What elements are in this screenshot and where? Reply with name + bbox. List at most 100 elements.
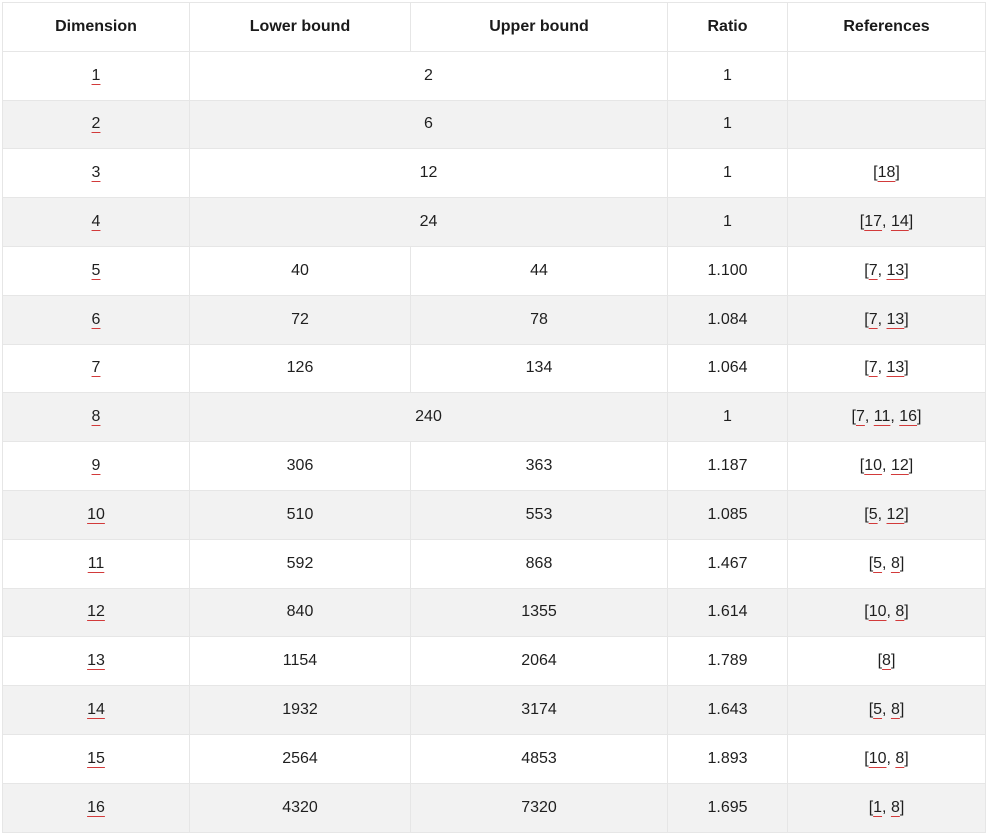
reference-link[interactable]: 18 xyxy=(877,164,896,182)
reference-link[interactable]: 7 xyxy=(868,261,878,279)
bracket-close: ] xyxy=(904,261,909,279)
dimension-link[interactable]: 2 xyxy=(91,115,101,133)
lower-bound-cell: 510 xyxy=(189,489,411,540)
references-cell: [7, 13] xyxy=(787,245,986,296)
dimension-link[interactable]: 11 xyxy=(87,554,105,572)
table-row: 15 2564 4853 1.893 [10, 8] xyxy=(2,733,986,784)
header-ratio: Ratio xyxy=(667,2,788,52)
table-body: 1 2 1 2 6 1 3 12 1 [18] 4 24 1 [17, 14] 5 40 44 1.100 [7, … xyxy=(2,50,986,833)
dimension-cell: 13 xyxy=(2,636,190,687)
bracket-open: [ xyxy=(868,798,874,816)
ratio-cell: 1.789 xyxy=(667,636,788,687)
header-references: References xyxy=(787,2,986,52)
reference-separator: , xyxy=(886,749,896,767)
header-upper-bound: Upper bound xyxy=(410,2,668,52)
references-cell: [1, 8] xyxy=(787,782,986,833)
reference-link[interactable]: 12 xyxy=(890,457,909,475)
reference-link[interactable]: 13 xyxy=(886,359,905,377)
dimension-cell: 8 xyxy=(2,392,190,443)
reference-link[interactable]: 14 xyxy=(890,213,909,231)
reference-link[interactable]: 5 xyxy=(873,554,883,572)
reference-link[interactable]: 7 xyxy=(868,310,878,328)
dimension-link[interactable]: 10 xyxy=(87,505,105,523)
reference-separator: , xyxy=(886,603,896,621)
dimension-cell: 6 xyxy=(2,294,190,345)
dimension-link[interactable]: 1 xyxy=(91,66,101,84)
dimension-link[interactable]: 14 xyxy=(87,701,105,719)
ratio-cell: 1.084 xyxy=(667,294,788,345)
reference-link[interactable]: 10 xyxy=(868,603,887,621)
dimension-cell: 3 xyxy=(2,148,190,199)
ratio-cell: 1.695 xyxy=(667,782,788,833)
reference-link[interactable]: 16 xyxy=(899,408,918,426)
dimension-cell: 10 xyxy=(2,489,190,540)
bracket-open: [ xyxy=(873,164,878,182)
table-row: 5 40 44 1.100 [7, 13] xyxy=(2,245,986,296)
reference-link[interactable]: 13 xyxy=(886,261,905,279)
references-cell: [7, 13] xyxy=(787,294,986,345)
reference-link[interactable]: 8 xyxy=(890,798,900,816)
reference-link[interactable]: 17 xyxy=(864,213,883,231)
reference-link[interactable]: 8 xyxy=(890,554,900,572)
ratio-cell: 1.467 xyxy=(667,538,788,589)
reference-link[interactable]: 7 xyxy=(855,408,865,426)
bracket-close: ] xyxy=(904,749,909,767)
reference-link[interactable]: 1 xyxy=(873,798,883,816)
dimension-cell: 4 xyxy=(2,197,190,247)
upper-bound-cell: 363 xyxy=(410,441,668,491)
dimension-cell: 2 xyxy=(2,99,190,150)
reference-link[interactable]: 10 xyxy=(864,457,883,475)
dimension-link[interactable]: 16 xyxy=(87,798,105,816)
references-cell: [5, 8] xyxy=(787,685,986,735)
ratio-cell: 1 xyxy=(667,50,788,101)
dimension-link[interactable]: 13 xyxy=(87,652,105,670)
dimension-link[interactable]: 5 xyxy=(91,261,101,279)
dimension-cell: 15 xyxy=(2,733,190,784)
lower-bound-cell: 72 xyxy=(189,294,411,345)
reference-link[interactable]: 13 xyxy=(886,310,905,328)
dimension-link[interactable]: 6 xyxy=(91,310,101,328)
dimension-cell: 11 xyxy=(2,538,190,589)
table-row: 12 840 1355 1.614 [10, 8] xyxy=(2,587,986,638)
dimension-link[interactable]: 9 xyxy=(91,457,101,475)
bracket-open: [ xyxy=(859,213,865,231)
lower-bound-cell: 2564 xyxy=(189,733,411,784)
reference-link[interactable]: 7 xyxy=(868,359,878,377)
reference-link[interactable]: 5 xyxy=(873,701,883,719)
dimension-link[interactable]: 7 xyxy=(91,359,101,377)
ratio-cell: 1 xyxy=(667,99,788,150)
upper-bound-cell: 1355 xyxy=(410,587,668,638)
dimension-link[interactable]: 15 xyxy=(87,749,105,767)
bracket-close: ] xyxy=(904,505,909,523)
reference-link[interactable]: 12 xyxy=(886,505,905,523)
reference-link[interactable]: 5 xyxy=(868,505,878,523)
upper-bound-cell: 7320 xyxy=(410,782,668,833)
reference-link[interactable]: 8 xyxy=(895,749,905,767)
reference-link[interactable]: 10 xyxy=(868,749,887,767)
bracket-open: [ xyxy=(851,408,856,426)
reference-link[interactable]: 8 xyxy=(882,652,891,670)
header-lower-bound: Lower bound xyxy=(189,2,411,52)
dimension-cell: 9 xyxy=(2,441,190,491)
reference-separator: , xyxy=(877,505,887,523)
ratio-cell: 1 xyxy=(667,392,788,443)
dimension-link[interactable]: 4 xyxy=(91,213,101,231)
bracket-open: [ xyxy=(864,749,869,767)
upper-bound-cell: 78 xyxy=(410,294,668,345)
dimension-link[interactable]: 3 xyxy=(91,164,101,182)
dimension-link[interactable]: 8 xyxy=(91,408,101,426)
dimension-cell: 12 xyxy=(2,587,190,638)
lower-bound-cell: 40 xyxy=(189,245,411,296)
ratio-cell: 1.100 xyxy=(667,245,788,296)
exact-value-cell: 6 xyxy=(189,99,668,150)
bracket-close: ] xyxy=(904,310,909,328)
table-row: 9 306 363 1.187 [10, 12] xyxy=(2,441,986,491)
bracket-open: [ xyxy=(868,554,874,572)
reference-separator: , xyxy=(877,310,887,328)
dimension-link[interactable]: 12 xyxy=(87,603,105,621)
reference-link[interactable]: 11 xyxy=(873,408,891,426)
exact-value-cell: 24 xyxy=(189,197,668,247)
reference-link[interactable]: 8 xyxy=(895,603,905,621)
reference-link[interactable]: 8 xyxy=(890,701,900,719)
